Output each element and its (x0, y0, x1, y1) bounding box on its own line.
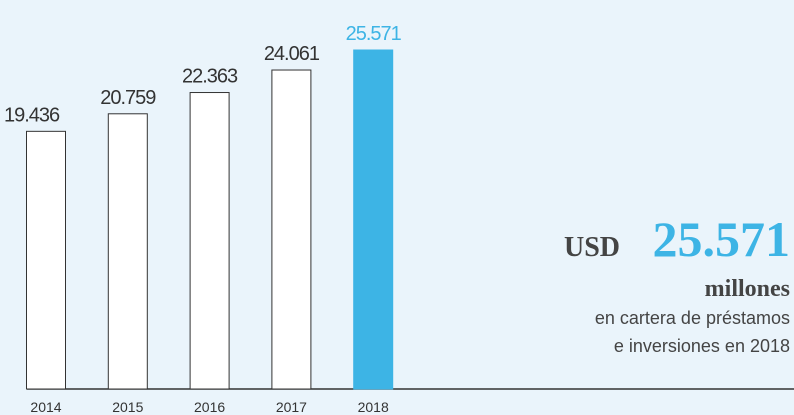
bar (189, 92, 230, 390)
bar (107, 113, 148, 390)
note-line: e inversiones en 2018 (614, 336, 790, 356)
note-line: en cartera de préstamos (595, 308, 790, 328)
bar (353, 49, 394, 390)
value-label: 20.759 (100, 87, 156, 109)
value-label: 22.363 (182, 66, 238, 88)
x-tick-label: 2018 (358, 399, 389, 415)
value-label: 19.436 (4, 104, 60, 126)
value-label: 24.061 (264, 43, 320, 65)
x-tick-label: 2017 (276, 399, 307, 415)
x-tick-label: 2015 (112, 399, 143, 415)
unit: millones (705, 276, 790, 302)
value-label: 25.571 (346, 23, 402, 45)
bar (26, 130, 66, 390)
x-tick-label: 2014 (30, 399, 61, 415)
x-tick-label: 2016 (194, 399, 225, 415)
currency: USD (564, 232, 620, 263)
amount: 25.571 (653, 211, 791, 267)
bar (271, 69, 312, 390)
